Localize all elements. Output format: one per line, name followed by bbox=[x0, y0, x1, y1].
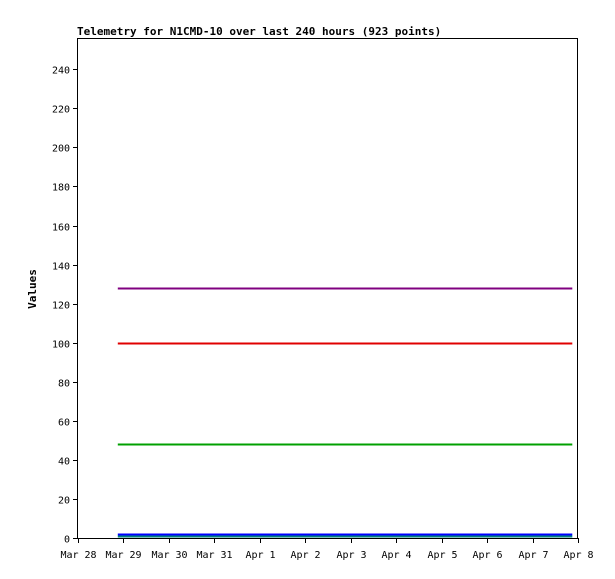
y-tick-label: 180 bbox=[52, 183, 70, 194]
y-axis-label: Values bbox=[26, 269, 39, 309]
plot-area bbox=[77, 38, 578, 539]
y-tick-label: 40 bbox=[58, 457, 70, 468]
x-tick-label: Mar 30 bbox=[151, 550, 187, 561]
y-tick-label: 60 bbox=[58, 418, 70, 429]
y-tick-label: 20 bbox=[58, 496, 70, 507]
x-tick-label: Apr 6 bbox=[472, 550, 502, 561]
chart-title: Telemetry for N1CMD-10 over last 240 hou… bbox=[77, 25, 441, 38]
x-axis: Mar 28 Mar 29 Mar 30 Mar 31 Apr 1 Apr 2 Apr 3 A… bbox=[60, 538, 594, 561]
y-axis: 0 20 40 60 80 100 120 140 160 180 200 220 240 bbox=[52, 66, 78, 546]
x-tick-label: Apr 5 bbox=[427, 550, 457, 561]
x-tick-label: Apr 8 bbox=[563, 550, 593, 561]
x-tick-label: Apr 2 bbox=[290, 550, 320, 561]
series-group bbox=[117, 287, 573, 538]
x-tick-label: Mar 29 bbox=[105, 550, 141, 561]
y-tick-label: 100 bbox=[52, 340, 70, 351]
x-tick-label: Mar 31 bbox=[196, 550, 232, 561]
x-tick-label: Apr 7 bbox=[518, 550, 548, 561]
y-tick-label: 0 bbox=[64, 535, 70, 546]
x-tick-label: Apr 1 bbox=[245, 550, 275, 561]
y-tick-label: 120 bbox=[52, 301, 70, 312]
plot-frame bbox=[77, 38, 578, 539]
x-tick-label: Apr 3 bbox=[336, 550, 366, 561]
y-tick-label: 140 bbox=[52, 262, 70, 273]
y-tick-label: 80 bbox=[58, 379, 70, 390]
y-tick-label: 160 bbox=[52, 223, 70, 234]
y-tick-label: 240 bbox=[52, 66, 70, 77]
x-tick-label: Mar 28 bbox=[60, 550, 96, 561]
y-tick-label: 200 bbox=[52, 144, 70, 155]
x-tick-label: Apr 4 bbox=[381, 550, 411, 561]
y-tick-label: 220 bbox=[52, 105, 70, 116]
